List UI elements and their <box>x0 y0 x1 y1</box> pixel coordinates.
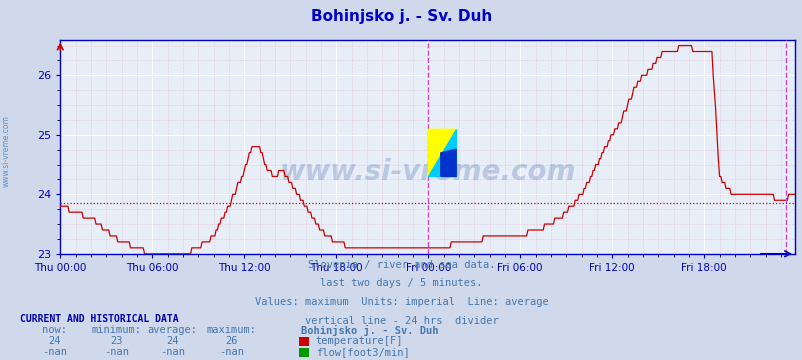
Text: maximum:: maximum: <box>206 325 256 336</box>
Text: www.si-vreme.com: www.si-vreme.com <box>2 115 11 187</box>
Text: now:: now: <box>42 325 67 336</box>
Polygon shape <box>427 129 456 176</box>
Text: Slovenia / river and sea data.: Slovenia / river and sea data. <box>307 260 495 270</box>
Text: 24: 24 <box>166 336 179 346</box>
Text: 26: 26 <box>225 336 237 346</box>
Text: minimum:: minimum: <box>91 325 141 336</box>
Text: 23: 23 <box>110 336 123 346</box>
Text: -nan: -nan <box>42 347 67 357</box>
Text: -nan: -nan <box>160 347 185 357</box>
Text: flow[foot3/min]: flow[foot3/min] <box>315 347 409 357</box>
Text: -nan: -nan <box>218 347 244 357</box>
Text: 24: 24 <box>48 336 61 346</box>
Text: Bohinjsko j. - Sv. Duh: Bohinjsko j. - Sv. Duh <box>310 9 492 24</box>
Text: www.si-vreme.com: www.si-vreme.com <box>279 158 575 186</box>
Text: last two days / 5 minutes.: last two days / 5 minutes. <box>320 278 482 288</box>
Text: Bohinjsko j. - Sv. Duh: Bohinjsko j. - Sv. Duh <box>301 325 438 336</box>
Text: average:: average: <box>148 325 197 336</box>
Polygon shape <box>440 149 456 176</box>
Text: temperature[F]: temperature[F] <box>315 336 403 346</box>
Polygon shape <box>427 129 456 176</box>
Text: vertical line - 24 hrs  divider: vertical line - 24 hrs divider <box>304 316 498 326</box>
Text: Values: maximum  Units: imperial  Line: average: Values: maximum Units: imperial Line: av… <box>254 297 548 307</box>
Text: CURRENT AND HISTORICAL DATA: CURRENT AND HISTORICAL DATA <box>20 314 179 324</box>
Text: -nan: -nan <box>103 347 129 357</box>
